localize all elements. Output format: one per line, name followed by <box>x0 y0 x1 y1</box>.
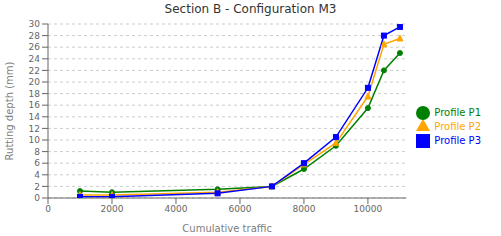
svg-text:2000: 2000 <box>101 204 124 214</box>
svg-text:6: 6 <box>34 158 40 168</box>
svg-text:8: 8 <box>34 147 40 157</box>
svg-text:6000: 6000 <box>229 204 252 214</box>
html-text:Profile P3: Profile P3 <box>434 135 481 146</box>
svg-text:14: 14 <box>29 112 41 122</box>
svg-text:8000: 8000 <box>292 204 315 214</box>
html-text:Section B - Configuration M3: Section B - Configuration M3 <box>164 2 337 16</box>
html-text:Profile P1: Profile P1 <box>434 107 481 118</box>
svg-text:26: 26 <box>29 42 41 52</box>
svg-text:10000: 10000 <box>354 204 383 214</box>
svg-text:16: 16 <box>29 100 41 110</box>
svg-text:0: 0 <box>45 204 51 214</box>
svg-text:Cumulative traffic: Cumulative traffic <box>182 223 272 234</box>
html-text:Profile P2: Profile P2 <box>434 121 481 132</box>
svg-text:10: 10 <box>29 135 41 145</box>
svg-text:2: 2 <box>34 182 40 192</box>
svg-text:24: 24 <box>29 54 41 64</box>
svg-text:0: 0 <box>34 193 40 203</box>
svg-text:18: 18 <box>29 89 41 99</box>
svg-text:12: 12 <box>29 124 40 134</box>
svg-text:Rutting depth (mm): Rutting depth (mm) <box>8 61 15 160</box>
svg-text:4000: 4000 <box>165 204 188 214</box>
svg-text:22: 22 <box>29 66 40 76</box>
svg-text:30: 30 <box>29 19 41 29</box>
svg-text:4: 4 <box>34 170 40 180</box>
svg-text:20: 20 <box>29 77 41 87</box>
svg-text:28: 28 <box>29 31 41 41</box>
